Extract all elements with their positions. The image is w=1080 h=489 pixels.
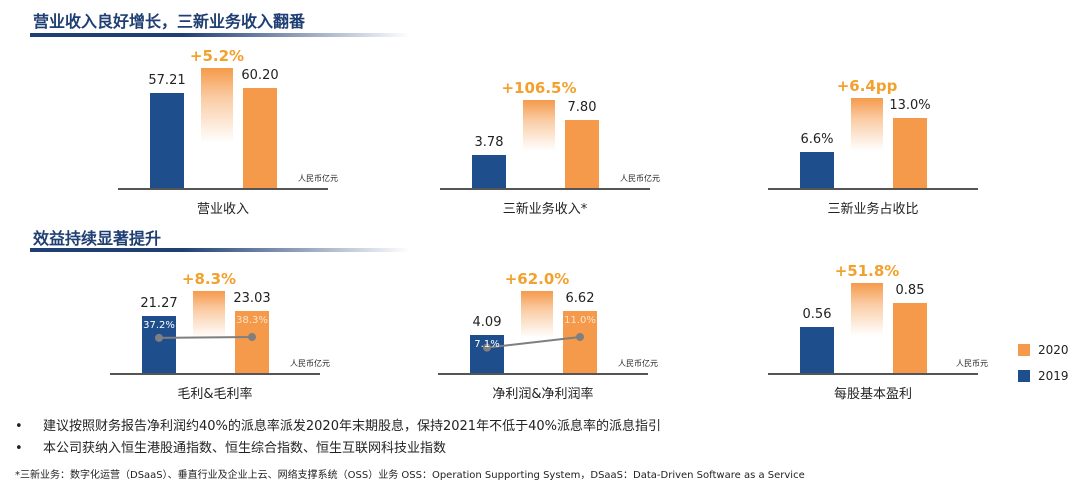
- rate-point: [483, 343, 491, 352]
- bullet-icon: •: [15, 441, 23, 456]
- legend-label: 2019: [1038, 369, 1069, 383]
- growth-label: +51.8%: [834, 262, 900, 280]
- legend-swatch-2019: [1018, 370, 1030, 382]
- section-underline: [30, 248, 410, 252]
- unit-label: 人民币亿元: [618, 359, 658, 368]
- category-label: 毛利&毛利率: [177, 387, 253, 402]
- growth-label: +5.2%: [189, 47, 245, 65]
- bar-2020: [893, 118, 927, 188]
- value-label: 23.03: [233, 291, 271, 306]
- rate-line: [486, 336, 581, 349]
- legend-item-2020: 2020: [1018, 343, 1069, 357]
- bar-2019: [470, 334, 504, 373]
- growth-indicator: [193, 291, 225, 338]
- growth-label: +62.0%: [504, 270, 570, 288]
- bar-2019: [150, 92, 184, 188]
- value-label: 3.78: [474, 135, 504, 151]
- value-label: 21.27: [140, 295, 178, 311]
- chart-panel: 0.56 0.85 +51.8% 人民币元每股基本盈利: [768, 225, 988, 402]
- bullet-item: • 建议按照财务报告净利润约40%的派息率派发2020年末期股息，保持2021年不…: [15, 415, 661, 434]
- growth-label: +8.3%: [181, 270, 237, 288]
- value-label: 7.80: [567, 100, 597, 115]
- legend-label: 2020: [1038, 343, 1069, 357]
- x-axis: [768, 188, 978, 190]
- bar-2020: [235, 311, 269, 373]
- rate-point: [248, 333, 256, 341]
- rate-label: 7.1%: [474, 338, 500, 350]
- value-label: 0.85: [895, 283, 925, 298]
- rate-label: 38.3%: [236, 315, 268, 326]
- unit-label: 人民币亿元: [620, 174, 660, 183]
- rate-label: 11.0%: [564, 315, 596, 326]
- section-title-revenue: 营业收入良好增长，三新业务收入翻番: [33, 12, 306, 31]
- bar-2020: [893, 303, 927, 373]
- category-label: 每股基本盈利: [833, 387, 912, 402]
- rate-line-chart: [155, 333, 256, 342]
- unit-label: 人民币亿元: [290, 359, 330, 368]
- bullet-text: 本公司获纳入恒生港股通指数、恒生综合指数、恒生互联网科技业指数: [43, 441, 447, 456]
- growth-indicator: [523, 100, 555, 151]
- value-label: 60.20: [241, 68, 279, 83]
- legend-item-2019: 2019: [1018, 369, 1069, 383]
- value-label: 13.0%: [889, 98, 931, 113]
- rate-label: 37.2%: [143, 319, 175, 331]
- bar-2020: [563, 311, 597, 373]
- chart-panel: 3.78 7.80 +106.5% 人民币亿元三新业务收入*: [440, 40, 660, 217]
- bullet-text: 建议按照财务报告净利润约40%的派息率派发2020年末期股息，保持2021年不低…: [43, 419, 661, 434]
- chart-panel: 57.21 60.20 +5.2% 人民币亿元营业收入: [118, 40, 338, 217]
- growth-indicator: [521, 291, 553, 338]
- bullet-icon: •: [15, 419, 23, 434]
- bar-2020: [565, 120, 599, 188]
- x-axis: [438, 373, 648, 375]
- category-label: 三新业务占收比: [827, 202, 919, 217]
- growth-label: +106.5%: [501, 79, 577, 97]
- section-underline: [30, 33, 410, 37]
- x-axis: [110, 373, 320, 375]
- bar-2019: [472, 155, 506, 188]
- value-label: 0.56: [802, 306, 832, 322]
- unit-label: 人民币亿元: [298, 174, 338, 183]
- unit-label: 人民币元: [956, 359, 988, 368]
- value-label: 4.09: [472, 314, 502, 330]
- section-title-efficiency: 效益持续显著提升: [33, 229, 162, 248]
- value-label: 57.21: [148, 72, 186, 88]
- rate-point: [576, 333, 584, 341]
- bar-2019: [800, 152, 834, 188]
- rate-point: [155, 333, 163, 342]
- chart-panel: 21.27 23.03 +8.3% 人民币亿元毛利&毛利率 37.2% 38.3%: [110, 225, 330, 402]
- footnote: *三新业务：数字化运营（DSaaS）、垂直行业及企业上云、网络支撑系统（OSS）…: [15, 470, 805, 481]
- rate-line: [158, 336, 253, 339]
- bullet-item: • 本公司获纳入恒生港股通指数、恒生综合指数、恒生互联网科技业指数: [15, 437, 446, 456]
- category-label: 营业收入: [196, 202, 249, 217]
- growth-indicator: [851, 283, 883, 336]
- legend-swatch-2020: [1018, 344, 1030, 356]
- x-axis: [768, 373, 978, 375]
- bar-2019: [142, 315, 176, 373]
- growth-indicator: [201, 68, 233, 143]
- growth-label: +6.4pp: [836, 77, 898, 95]
- category-label: 三新业务收入*: [502, 202, 588, 217]
- x-axis: [440, 188, 650, 190]
- growth-indicator: [851, 98, 883, 151]
- value-label: 6.62: [565, 291, 595, 306]
- bar-2019: [800, 326, 834, 373]
- category-label: 净利润&净利润率: [492, 387, 594, 402]
- rate-line-chart: [483, 333, 584, 352]
- chart-panel: 4.09 6.62 +62.0% 人民币亿元净利润&净利润率 7.1% 11.0%: [438, 225, 658, 402]
- chart-panel: 6.6% 13.0% +6.4pp 三新业务占收比: [768, 40, 978, 217]
- value-label: 6.6%: [800, 132, 834, 148]
- bar-2020: [243, 88, 277, 188]
- x-axis: [118, 188, 328, 190]
